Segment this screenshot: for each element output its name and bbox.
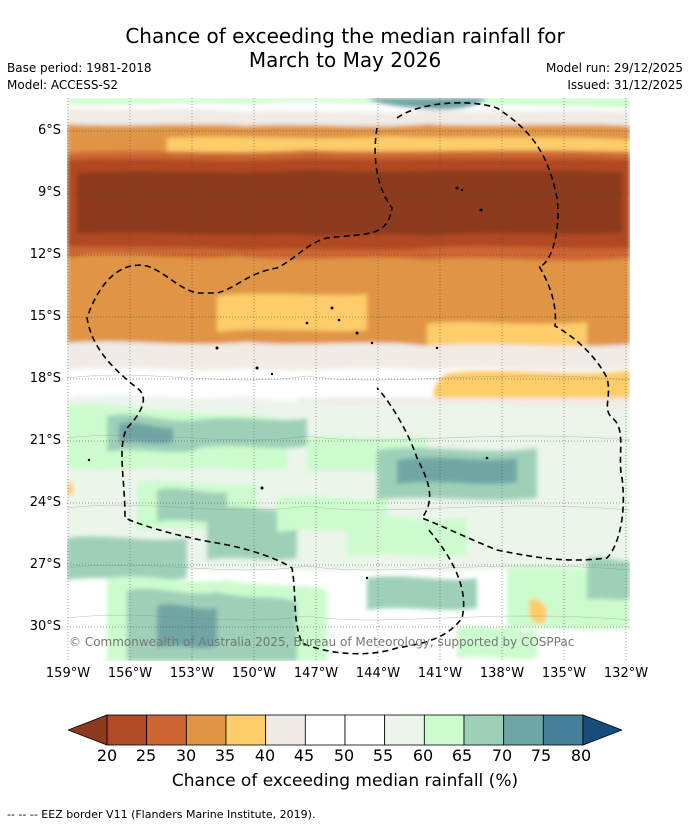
colorbar-segments <box>106 714 584 746</box>
colorbar-label-70: 70 <box>491 746 513 765</box>
rainfall-map <box>67 98 630 661</box>
colorbar-low-arrow <box>68 714 108 746</box>
colorbar-label-80: 80 <box>570 746 592 765</box>
colorbar-segment <box>185 714 227 746</box>
rainfall-contours <box>67 98 630 661</box>
issued-date: Issued: 31/12/2025 <box>567 78 683 92</box>
title-line-1: Chance of exceeding the median rainfall … <box>125 24 565 48</box>
lat-label-9s: 9°S <box>37 185 61 200</box>
meta-left: Base period: 1981-2018 Model: ACCESS-S2 <box>7 60 152 94</box>
chart-title: Chance of exceeding the median rainfall … <box>0 24 690 72</box>
base-period: Base period: 1981-2018 <box>7 61 152 75</box>
lat-label-24s: 24°S <box>29 495 61 510</box>
colorbar-segment <box>423 714 465 746</box>
lat-label-27s: 27°S <box>29 557 61 572</box>
lon-label-141w: 141°W <box>417 666 463 681</box>
lon-label-159w: 159°W <box>45 666 91 681</box>
lon-label-135w: 135°W <box>541 666 587 681</box>
colorbar-segment <box>542 714 584 746</box>
colorbar-segment <box>225 714 267 746</box>
colorbar-label-55: 55 <box>372 746 394 765</box>
colorbar-segment <box>384 714 425 746</box>
map-panel: © Commonwealth of Australia 2025, Bureau… <box>67 98 630 661</box>
lat-label-30s: 30°S <box>29 619 61 634</box>
colorbar-high-arrow <box>582 714 622 746</box>
colorbar <box>68 714 622 746</box>
lon-label-156w: 156°W <box>107 666 153 681</box>
colorbar-label-25: 25 <box>135 746 157 765</box>
colorbar-label-75: 75 <box>530 746 552 765</box>
lat-label-6s: 6°S <box>37 123 61 138</box>
colorbar-label-65: 65 <box>451 746 473 765</box>
title-line-2: March to May 2026 <box>248 48 442 72</box>
eez-borders <box>86 102 625 655</box>
colorbar-label-30: 30 <box>175 746 197 765</box>
colorbar-label-20: 20 <box>96 746 118 765</box>
colorbar-label-35: 35 <box>214 746 236 765</box>
map-credit: © Commonwealth of Australia 2025, Bureau… <box>69 635 575 649</box>
meta-right: Model run: 29/12/2025 Issued: 31/12/2025 <box>546 60 683 94</box>
model-run: Model run: 29/12/2025 <box>545 61 683 75</box>
lon-label-144w: 144°W <box>355 666 401 681</box>
lat-label-15s: 15°S <box>29 309 61 324</box>
lat-label-12s: 12°S <box>29 247 61 262</box>
colorbar-label-60: 60 <box>412 746 434 765</box>
lon-label-138w: 138°W <box>479 666 525 681</box>
colorbar-segment <box>265 714 306 746</box>
colorbar-label-40: 40 <box>254 746 276 765</box>
colorbar-segment <box>146 714 187 746</box>
colorbar-title: Chance of exceeding median rainfall (%) <box>171 771 519 791</box>
colorbar-segment <box>106 714 148 746</box>
colorbar-segment <box>463 714 505 746</box>
lon-label-150w: 150°W <box>231 666 277 681</box>
colorbar-segment <box>344 714 386 746</box>
lon-label-147w: 147°W <box>293 666 339 681</box>
eez-footnote: -- -- -- EEZ border V11 (Flanders Marine… <box>7 808 316 821</box>
colorbar-label-50: 50 <box>333 746 355 765</box>
map-gridlines <box>67 98 630 661</box>
colorbar-label-45: 45 <box>293 746 315 765</box>
lat-label-18s: 18°S <box>29 371 61 386</box>
colorbar-segment <box>304 714 346 746</box>
colorbar-segment <box>503 714 544 746</box>
islands <box>87 186 489 580</box>
lon-label-153w: 153°W <box>169 666 215 681</box>
lat-label-21s: 21°S <box>29 433 61 448</box>
lon-label-132w: 132°W <box>603 666 649 681</box>
model-name: Model: ACCESS-S2 <box>7 78 119 92</box>
